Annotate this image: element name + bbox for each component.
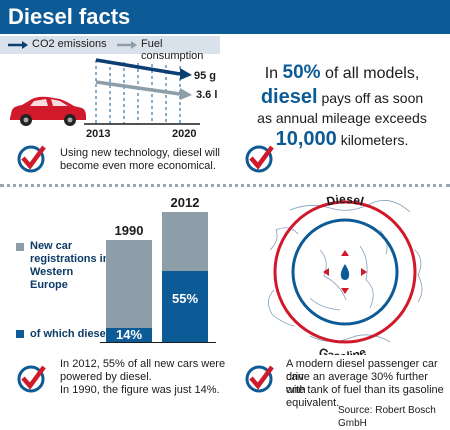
- fact-2-line-2: diesel pays off as soon: [236, 86, 448, 109]
- bar-year-2012: 2012: [170, 195, 200, 210]
- map-lines: [268, 200, 423, 343]
- legend-diesel-label: of which diesel: [30, 328, 109, 340]
- trend-legend: CO2 emissions Fuel consumption: [0, 36, 220, 62]
- fact-3-line-3: In 1990, the figure was just 14%.: [60, 384, 220, 396]
- gasoline-range-circle: [291, 218, 399, 326]
- fact-2-in: In: [264, 65, 279, 82]
- fact-2-line-4: 10,000 kilometers.: [236, 128, 448, 151]
- fact-4-line-2: drive an average 30% further with: [286, 371, 428, 396]
- fuel-drop-icon: [340, 264, 350, 280]
- gasoline-circle-label: Gasoline: [317, 345, 369, 355]
- source-credit: Source: Robert Bosch GmbH: [338, 405, 436, 429]
- fact-3-line-1: In 2012, 55% of all new cars were: [60, 358, 226, 370]
- fact-2-payoff: pays off as soon: [321, 90, 424, 106]
- co2-end-value: 95 g: [194, 70, 217, 82]
- bar-label-2012: 55%: [171, 290, 199, 306]
- year-end-label: 2020: [172, 128, 197, 140]
- bar-total-2012: [162, 212, 208, 271]
- car-icon: [10, 96, 86, 126]
- diesel-range-circle: [273, 200, 417, 344]
- fact-2-mid: of all models,: [325, 65, 420, 82]
- title-bar: Diesel facts: [0, 0, 450, 34]
- range-circle-diagram: Diesel Gasoline: [268, 192, 423, 355]
- check-icon: [245, 365, 274, 393]
- check-icon: [17, 145, 46, 173]
- fact-4-line-3: one tank of fuel than its gasoline: [286, 384, 444, 396]
- fuel-end-value: 3.6 l: [196, 89, 218, 101]
- fact-3-line-2: powered by diesel.: [60, 371, 152, 383]
- co2-arrow-icon: [8, 41, 28, 49]
- bar-total-1990: [106, 240, 152, 328]
- fact-2-unit: kilometers.: [340, 132, 409, 148]
- fuel-trend-arrow-head: [180, 88, 192, 100]
- fact-4-line-4: equivalent.: [286, 397, 340, 409]
- check-icon: [17, 365, 46, 393]
- trend-diagram: [10, 58, 200, 126]
- co2-trend-arrow-head: [180, 68, 192, 80]
- fact-2-percent: 50%: [282, 62, 321, 83]
- fact-4-line-1: A modern diesel passenger car can: [286, 358, 438, 383]
- fact-2-line-3: as annual mileage exceeds: [257, 110, 427, 126]
- fact-2-km: 10,000: [275, 128, 337, 150]
- bar-label-1990: 14%: [115, 327, 143, 342]
- year-start-label: 2013: [86, 128, 111, 140]
- fuel-legend-label: Fuel consumption: [141, 38, 204, 62]
- bar-diesel-1990: [106, 327, 152, 342]
- page-title: Diesel facts: [8, 4, 131, 29]
- fuel-arrow-icon: [117, 41, 137, 49]
- fact-2-line-1: In 50% of all models,: [236, 62, 448, 84]
- bar-baseline: [100, 342, 216, 343]
- check-icon: [245, 145, 274, 173]
- bar-year-1990: 1990: [114, 223, 144, 238]
- legend-total-label: New car registrations in Western Europe: [30, 240, 110, 291]
- co2-legend-label: CO2 emissions: [32, 38, 107, 50]
- legend-diesel-swatch: [16, 330, 24, 338]
- legend-total-swatch: [16, 243, 24, 251]
- diesel-circle-label: Diesel: [325, 192, 365, 208]
- fact-2-diesel: diesel: [260, 86, 318, 108]
- expand-arrows-icon: [323, 250, 367, 294]
- fact-1-text: Using new technology, diesel will become…: [60, 147, 220, 172]
- bar-diesel-2012: [162, 270, 208, 342]
- section-divider: [0, 184, 450, 187]
